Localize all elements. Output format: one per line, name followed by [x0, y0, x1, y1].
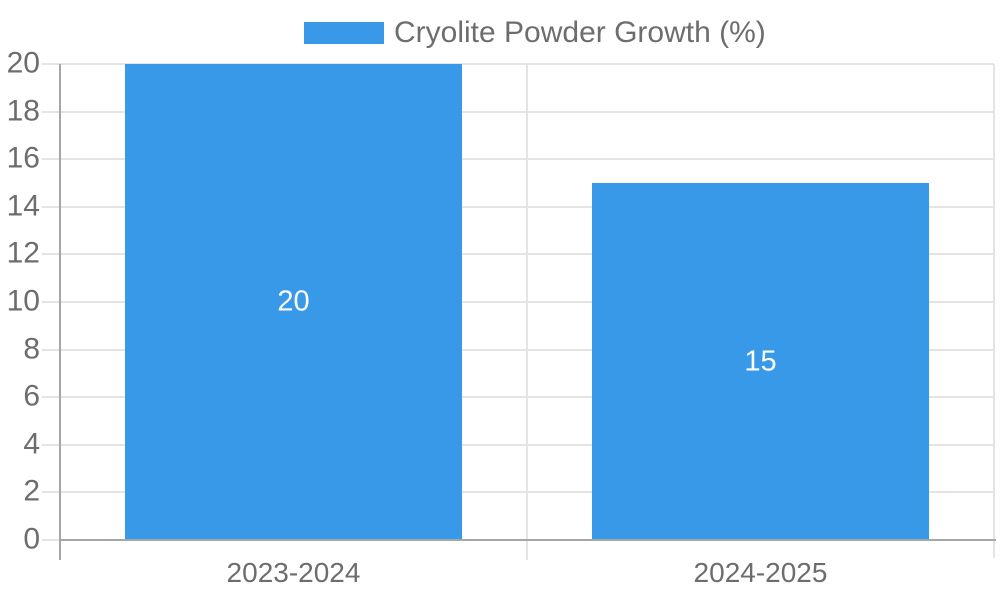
y-gridline [42, 205, 994, 208]
y-gridline [42, 253, 994, 256]
y-gridline [42, 491, 994, 494]
legend-series-label: Cryolite Powder Growth (%) [394, 16, 766, 49]
bar-value-label: 15 [744, 345, 777, 377]
y-axis-tick-label: 0 [23, 522, 40, 556]
y-axis-tick-label: 12 [6, 236, 40, 270]
y-gridline [42, 348, 994, 351]
legend-item[interactable]: Cryolite Powder Growth (%) [304, 18, 766, 48]
y-axis-tick-label: 4 [23, 427, 40, 461]
y-axis-tick-label: 6 [23, 379, 40, 413]
y-axis-tick-label: 16 [6, 141, 40, 175]
y-axis-tick-label: 10 [6, 284, 40, 318]
y-axis-tick-label: 2 [23, 474, 40, 508]
bar-value-label: 20 [277, 285, 310, 318]
y-axis-tick-label: 20 [6, 46, 40, 80]
y-axis-line [59, 64, 61, 560]
plot-right-border [993, 64, 995, 558]
category-boundary-gridline [526, 64, 528, 560]
y-gridline [42, 443, 994, 446]
y-axis-tick-label: 8 [23, 331, 40, 365]
y-gridline [42, 301, 994, 303]
y-axis-tick-label: 18 [6, 93, 40, 127]
bar[interactable] [125, 64, 462, 540]
legend-swatch [304, 22, 384, 44]
y-axis-tick-label: 14 [6, 189, 40, 223]
x-axis-category-label: 2024-2025 [693, 557, 828, 588]
bar[interactable] [592, 183, 929, 540]
y-gridline [42, 63, 994, 65]
y-gridline [42, 396, 994, 399]
y-gridline [42, 158, 994, 161]
chart-legend: Cryolite Powder Growth (%) [304, 18, 766, 48]
x-axis-category-label: 2023-2024 [226, 557, 361, 588]
x-axis-line [59, 538, 996, 541]
y-gridline [42, 110, 994, 113]
